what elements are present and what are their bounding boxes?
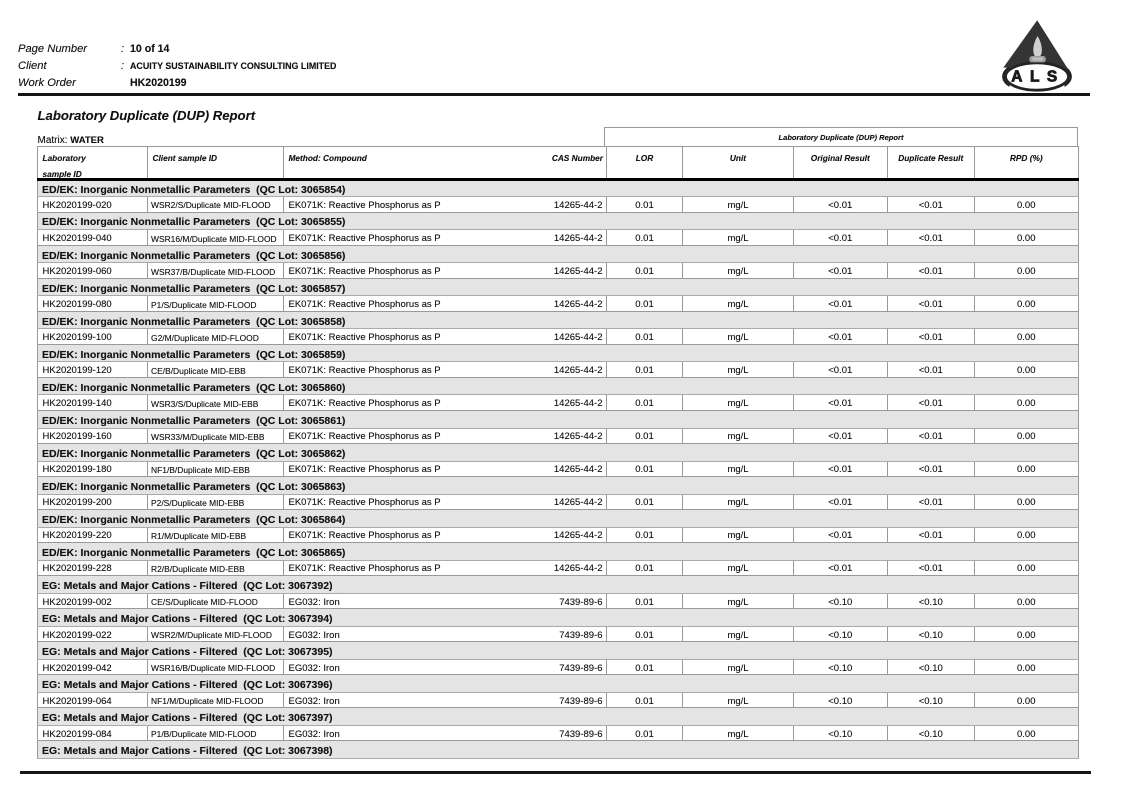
svg-text:ALS: ALS — [1011, 68, 1065, 85]
